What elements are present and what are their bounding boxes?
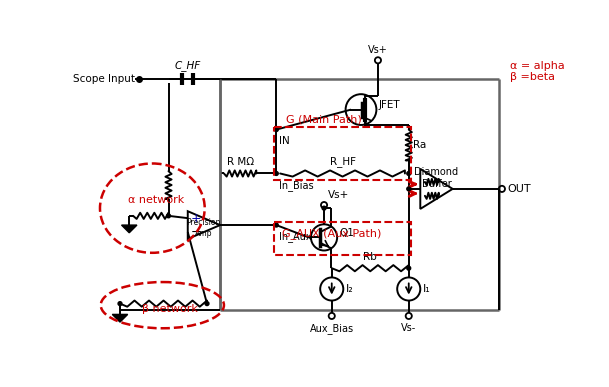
Text: In_Bias: In_Bias (278, 180, 313, 190)
Circle shape (275, 128, 278, 132)
Text: G_AUX (Aux Path): G_AUX (Aux Path) (282, 228, 381, 239)
Text: C_HF: C_HF (175, 60, 201, 71)
Text: β =beta: β =beta (510, 72, 555, 82)
Text: R_HF: R_HF (329, 156, 356, 166)
Polygon shape (122, 225, 137, 233)
Text: Vs-: Vs- (401, 323, 417, 333)
Text: Vs+: Vs+ (368, 45, 388, 55)
Text: R MΩ: R MΩ (227, 157, 254, 166)
Circle shape (167, 214, 171, 218)
Circle shape (205, 302, 209, 306)
Circle shape (407, 266, 410, 270)
Text: Aux_Bias: Aux_Bias (310, 323, 354, 334)
Text: Rb: Rb (364, 252, 377, 262)
Text: In_Aux: In_Aux (278, 231, 311, 242)
Text: Ra: Ra (414, 140, 427, 150)
Text: α network: α network (128, 195, 185, 205)
Text: I₁: I₁ (423, 284, 431, 294)
Text: I₂: I₂ (345, 284, 353, 294)
Text: Precision
Amp: Precision Amp (187, 218, 221, 238)
Text: α = alpha: α = alpha (510, 61, 565, 71)
Text: OUT: OUT (507, 184, 531, 194)
Circle shape (407, 171, 410, 175)
Text: JFET: JFET (379, 100, 400, 110)
Text: Scope Input: Scope Input (74, 74, 135, 84)
Text: IN: IN (278, 136, 289, 146)
Circle shape (407, 187, 410, 191)
Text: β network: β network (142, 304, 198, 314)
Circle shape (118, 302, 122, 306)
Text: +: + (191, 212, 202, 224)
Text: Diamond
Buffer: Diamond Buffer (414, 167, 459, 189)
Circle shape (275, 171, 278, 175)
Circle shape (322, 206, 326, 210)
Text: Vs+: Vs+ (328, 190, 349, 200)
Circle shape (275, 223, 278, 227)
Polygon shape (112, 314, 128, 322)
Text: G (Main Path): G (Main Path) (286, 114, 361, 124)
Text: Q1: Q1 (339, 228, 354, 238)
Text: −: − (191, 226, 202, 238)
